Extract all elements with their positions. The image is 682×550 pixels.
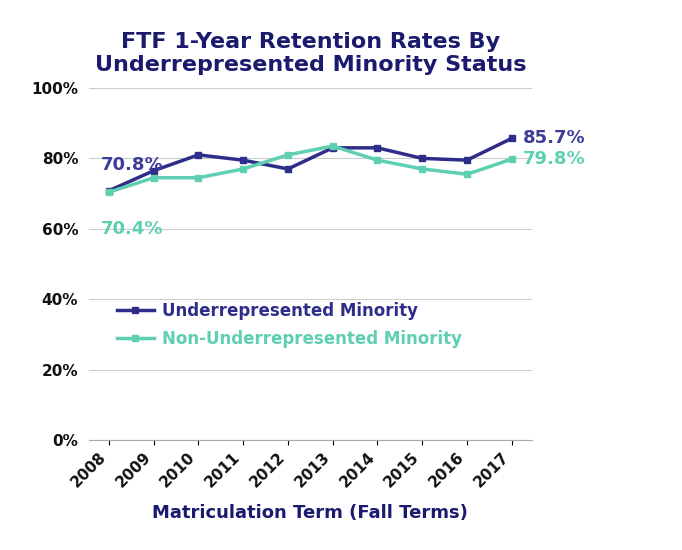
Underrepresented Minority xyxy=(194,152,203,158)
Non-Underrepresented Minority xyxy=(284,152,292,158)
Title: FTF 1-Year Retention Rates By
Underrepresented Minority Status: FTF 1-Year Retention Rates By Underrepre… xyxy=(95,32,526,75)
Legend: Underrepresented Minority, Non-Underrepresented Minority: Underrepresented Minority, Non-Underrepr… xyxy=(110,295,469,354)
Underrepresented Minority xyxy=(284,166,292,172)
Text: 85.7%: 85.7% xyxy=(523,129,586,147)
Text: 70.4%: 70.4% xyxy=(100,220,163,238)
Underrepresented Minority xyxy=(507,135,516,142)
Line: Non-Underrepresented Minority: Non-Underrepresented Minority xyxy=(105,142,516,196)
Non-Underrepresented Minority xyxy=(105,189,113,195)
Non-Underrepresented Minority xyxy=(149,174,158,181)
Underrepresented Minority xyxy=(418,155,426,162)
Underrepresented Minority xyxy=(105,188,113,194)
Underrepresented Minority xyxy=(463,157,471,163)
Line: Underrepresented Minority: Underrepresented Minority xyxy=(105,135,516,194)
Underrepresented Minority xyxy=(149,167,158,174)
Non-Underrepresented Minority xyxy=(507,156,516,162)
Non-Underrepresented Minority xyxy=(329,143,337,150)
Text: 70.8%: 70.8% xyxy=(100,156,163,174)
Non-Underrepresented Minority xyxy=(194,174,203,181)
X-axis label: Matriculation Term (Fall Terms): Matriculation Term (Fall Terms) xyxy=(152,504,469,522)
Underrepresented Minority xyxy=(329,145,337,151)
Non-Underrepresented Minority xyxy=(373,157,381,163)
Text: 79.8%: 79.8% xyxy=(523,150,586,168)
Underrepresented Minority xyxy=(239,157,248,163)
Non-Underrepresented Minority xyxy=(463,171,471,178)
Underrepresented Minority xyxy=(373,145,381,151)
Non-Underrepresented Minority xyxy=(418,166,426,172)
Non-Underrepresented Minority xyxy=(239,166,248,172)
